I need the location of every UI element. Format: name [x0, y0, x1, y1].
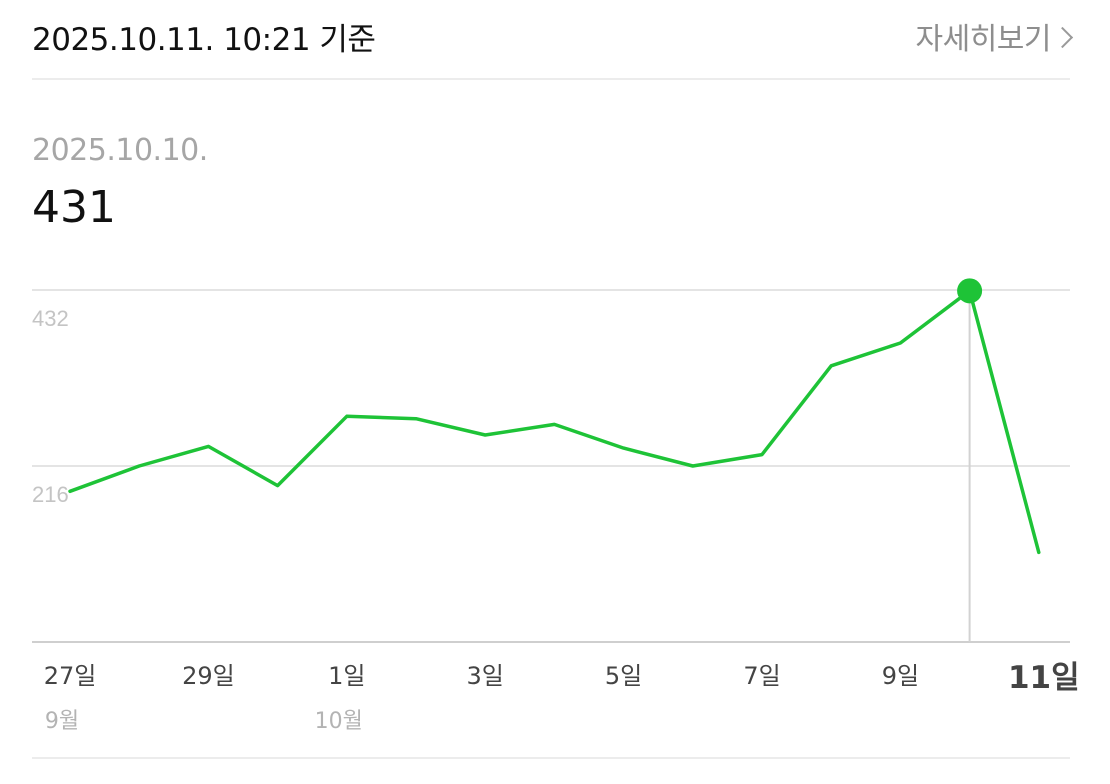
bottom-divider	[32, 757, 1070, 759]
x-tick-label-1일: 1일	[328, 662, 365, 690]
series-line	[68, 289, 1041, 555]
x-tick-label-9일: 9일	[882, 662, 919, 690]
x-tick-label-3일: 3일	[467, 662, 504, 690]
y-tick-label-432: 432	[32, 306, 69, 331]
x-tick-label-11일: 11일	[1008, 660, 1080, 696]
x-month-label-9월: 9월	[45, 709, 79, 734]
x-tick-label-7일: 7일	[743, 662, 780, 690]
x-tick-label-29일: 29일	[182, 662, 235, 690]
view-details-link[interactable]: 자세히보기	[915, 14, 1074, 58]
selected-point-marker[interactable]	[957, 278, 983, 304]
x-tick-label-5일: 5일	[605, 662, 642, 690]
selected-value: 431	[32, 182, 116, 233]
x-month-label-10월: 10월	[315, 709, 363, 734]
header-bar: 2025.10.11. 10:21 기준 자세히보기	[32, 0, 1074, 80]
reference-datetime: 2025.10.11. 10:21 기준	[32, 22, 376, 58]
x-tick-label-27일: 27일	[44, 662, 97, 690]
view-details-label: 자세히보기	[915, 22, 1052, 57]
selected-date: 2025.10.10.	[32, 133, 208, 168]
y-tick-label-216: 216	[32, 482, 69, 507]
